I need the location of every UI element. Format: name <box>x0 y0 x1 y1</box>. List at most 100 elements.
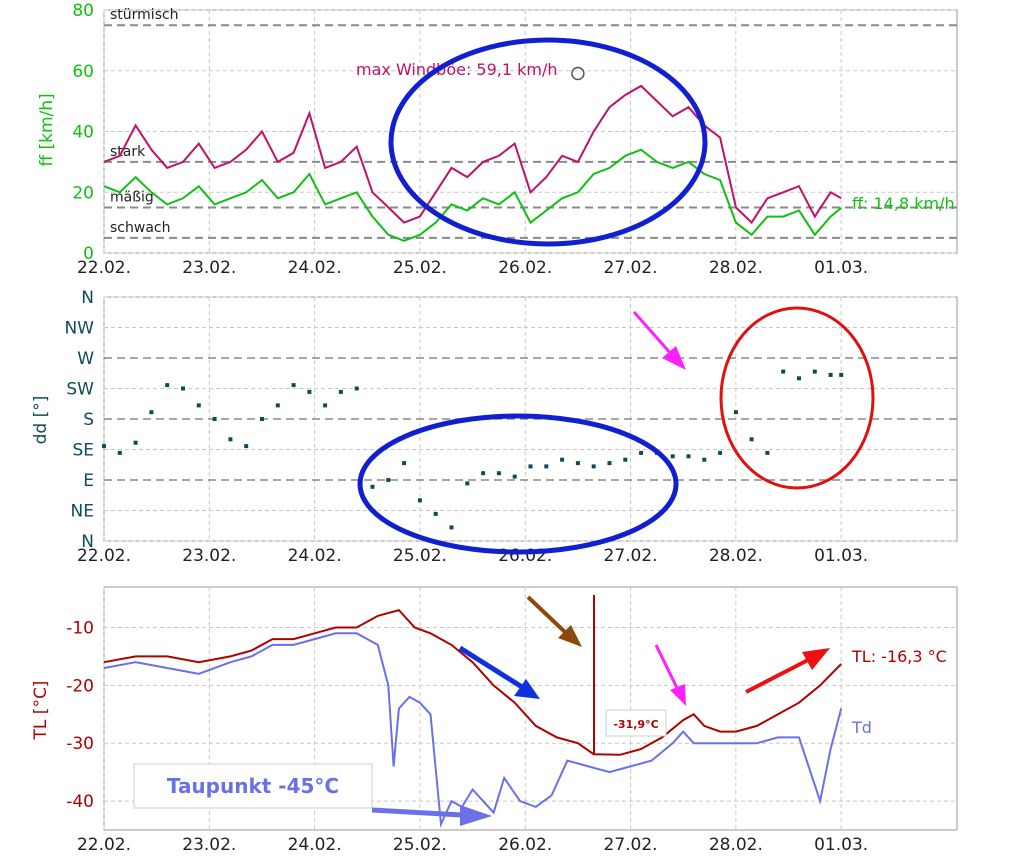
x-tick-label: 25.02. <box>393 546 447 566</box>
brown-arrow <box>526 595 582 647</box>
direction-point <box>512 474 517 479</box>
y-tick-label: -40 <box>66 792 94 812</box>
y-tick-label: SW <box>66 380 94 400</box>
direction-point <box>591 464 596 469</box>
x-tick-label: 01.03. <box>814 258 868 278</box>
x-tick-label: 01.03. <box>814 546 868 566</box>
min-temp-tag: -31,9°C <box>605 709 667 737</box>
direction-point <box>244 444 249 449</box>
y-tick-label: E <box>83 471 94 491</box>
direction-plot-frame <box>103 296 958 542</box>
direction-point <box>528 464 533 469</box>
x-tick-label: 25.02. <box>393 258 447 278</box>
direction-point <box>228 437 233 442</box>
direction-point <box>212 417 217 421</box>
direction-point <box>465 481 470 486</box>
direction-point <box>812 369 817 374</box>
y-tick-label: 40 <box>72 123 94 143</box>
x-tick-label: 22.02. <box>77 546 131 566</box>
direction-point <box>781 369 786 374</box>
magenta-arrow-direction <box>632 311 686 370</box>
x-tick-label: 22.02. <box>77 258 131 278</box>
direction-point <box>839 372 844 377</box>
svg-text:-31,9°C: -31,9°C <box>613 718 658 731</box>
x-tick-label: 27.02. <box>604 835 658 855</box>
direction-point <box>623 457 628 462</box>
x-tick-label: 26.02. <box>498 258 552 278</box>
level-label: stürmisch <box>110 7 179 23</box>
wind-x-ticks: 22.02. 23.02. 24.02. 25.02. 26.02. 27.02. 28.0… <box>77 258 868 278</box>
direction-point <box>481 471 486 476</box>
direction-point <box>291 383 296 388</box>
y-tick-label: NE <box>71 502 94 522</box>
direction-point <box>449 525 454 530</box>
dewpoint-line <box>103 632 843 829</box>
direction-point <box>196 403 201 408</box>
direction-y-axis-label: dd [°] <box>31 396 51 445</box>
y-tick-label: -30 <box>66 734 94 754</box>
direction-point <box>386 478 391 482</box>
direction-point <box>433 511 438 516</box>
direction-point <box>797 376 801 381</box>
level-label: mäßig <box>110 189 154 205</box>
wind-series <box>103 84 842 242</box>
temperature-current-annotation: TL: -16,3 °C <box>851 647 947 666</box>
svg-text:Taupunkt -45°C: Taupunkt -45°C <box>167 774 339 798</box>
temperature-y-axis-label: TL [°C] <box>31 681 51 741</box>
y-tick-label: -10 <box>66 619 94 639</box>
direction-point <box>417 498 422 503</box>
direction-y-ticks: N NE E SE S SW W NW N <box>64 288 94 552</box>
direction-point <box>607 461 612 466</box>
direction-point <box>117 450 122 455</box>
dewpoint-callout: Taupunkt -45°C <box>133 763 373 809</box>
direction-point <box>718 450 723 455</box>
wind-speed-line <box>103 148 842 242</box>
x-tick-label: 23.02. <box>182 258 236 278</box>
temperature-x-ticks: 22.02. 23.02. 24.02. 25.02. 26.02. 27.02. 28.0… <box>77 835 868 855</box>
direction-point <box>765 450 770 455</box>
direction-point <box>260 417 264 421</box>
wind-y-axis-label: ff [km/h] <box>37 93 57 166</box>
x-tick-label: 28.02. <box>709 546 763 566</box>
y-tick-label: N <box>81 288 94 308</box>
y-tick-label: -20 <box>66 676 94 696</box>
x-tick-label: 27.02. <box>604 258 658 278</box>
direction-point <box>354 386 359 391</box>
y-tick-label: N <box>81 532 94 552</box>
wind-current-annotation: ff: 14,8 km/h <box>852 194 955 213</box>
temperature-series <box>103 595 843 829</box>
direction-point <box>828 372 833 377</box>
x-tick-label: 22.02. <box>77 835 131 855</box>
y-tick-label: W <box>77 349 94 369</box>
x-tick-label: 25.02. <box>393 835 447 855</box>
direction-point <box>338 389 343 394</box>
y-tick-label: NW <box>64 319 94 339</box>
direction-point <box>165 383 170 388</box>
direction-point <box>402 461 407 466</box>
y-tick-label: S <box>83 410 94 430</box>
gust-line <box>103 84 842 225</box>
lightblue-arrow <box>371 805 492 826</box>
x-tick-label: 23.02. <box>182 546 236 566</box>
x-tick-label: 24.02. <box>288 258 342 278</box>
direction-point <box>275 403 280 408</box>
x-tick-label: 24.02. <box>288 835 342 855</box>
y-tick-label: 20 <box>72 183 94 203</box>
x-tick-label: 28.02. <box>709 258 763 278</box>
blue-ellipse-direction <box>357 413 679 555</box>
direction-point <box>370 484 375 489</box>
x-tick-label: 24.02. <box>288 546 342 566</box>
direction-point <box>639 450 644 455</box>
x-tick-label: 28.02. <box>709 835 763 855</box>
blue-arrow-temp <box>458 645 540 699</box>
level-label: schwach <box>110 220 170 236</box>
temperature-panel: -40 -30 -20 -10 22.02. 23.02. 24.02. 25.02. 26.… <box>31 586 958 855</box>
direction-point <box>702 457 707 462</box>
x-tick-label: 27.02. <box>604 546 658 566</box>
x-tick-label: 23.02. <box>182 835 236 855</box>
direction-point <box>733 410 738 415</box>
